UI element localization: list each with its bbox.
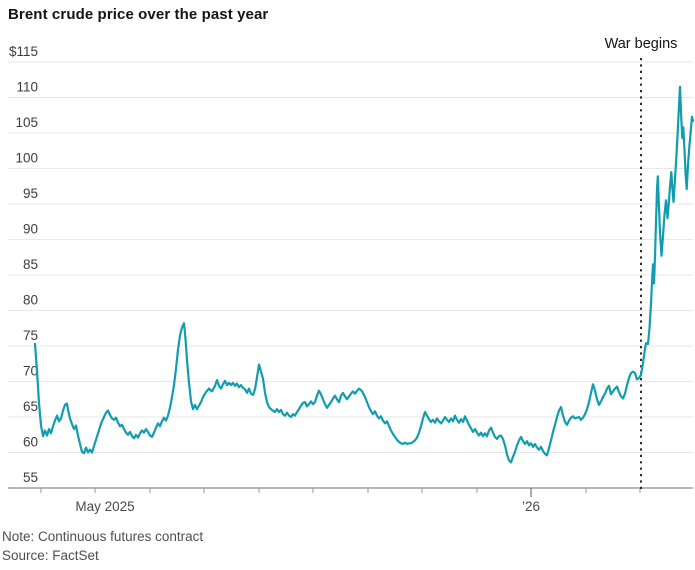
y-gridlines xyxy=(8,61,693,489)
y-tick-label: 110 xyxy=(16,80,38,95)
y-tick-label: 80 xyxy=(23,293,38,308)
y-tick-label: 70 xyxy=(23,364,38,379)
chart-note: Note: Continuous futures contract xyxy=(2,529,204,544)
y-tick-label: 65 xyxy=(23,399,38,414)
x-axis-label: ’26 xyxy=(522,499,540,514)
x-axis-ticks xyxy=(40,488,641,497)
y-tick-label: 105 xyxy=(15,115,38,130)
brent-price-series-line xyxy=(33,85,695,464)
x-axis-labels: May 2025 ’26 xyxy=(75,499,540,514)
y-tick-label: 95 xyxy=(23,186,38,201)
chart-title: Brent crude price over the past year xyxy=(8,6,269,23)
y-tick-label: 90 xyxy=(23,222,38,237)
y-tick-label: 55 xyxy=(23,470,38,485)
x-axis-label: May 2025 xyxy=(75,499,134,514)
y-tick-label: 75 xyxy=(23,328,38,343)
y-tick-label: 85 xyxy=(23,257,38,272)
y-axis-labels: $115 110 105 100 95 90 85 80 75 70 65 60 55 xyxy=(9,44,38,485)
chart-source: Source: FactSet xyxy=(2,548,99,563)
y-tick-label: $115 xyxy=(9,44,38,59)
y-tick-label: 60 xyxy=(23,435,38,450)
war-begins-annotation: War begins xyxy=(604,36,678,52)
y-tick-label: 100 xyxy=(15,151,38,166)
